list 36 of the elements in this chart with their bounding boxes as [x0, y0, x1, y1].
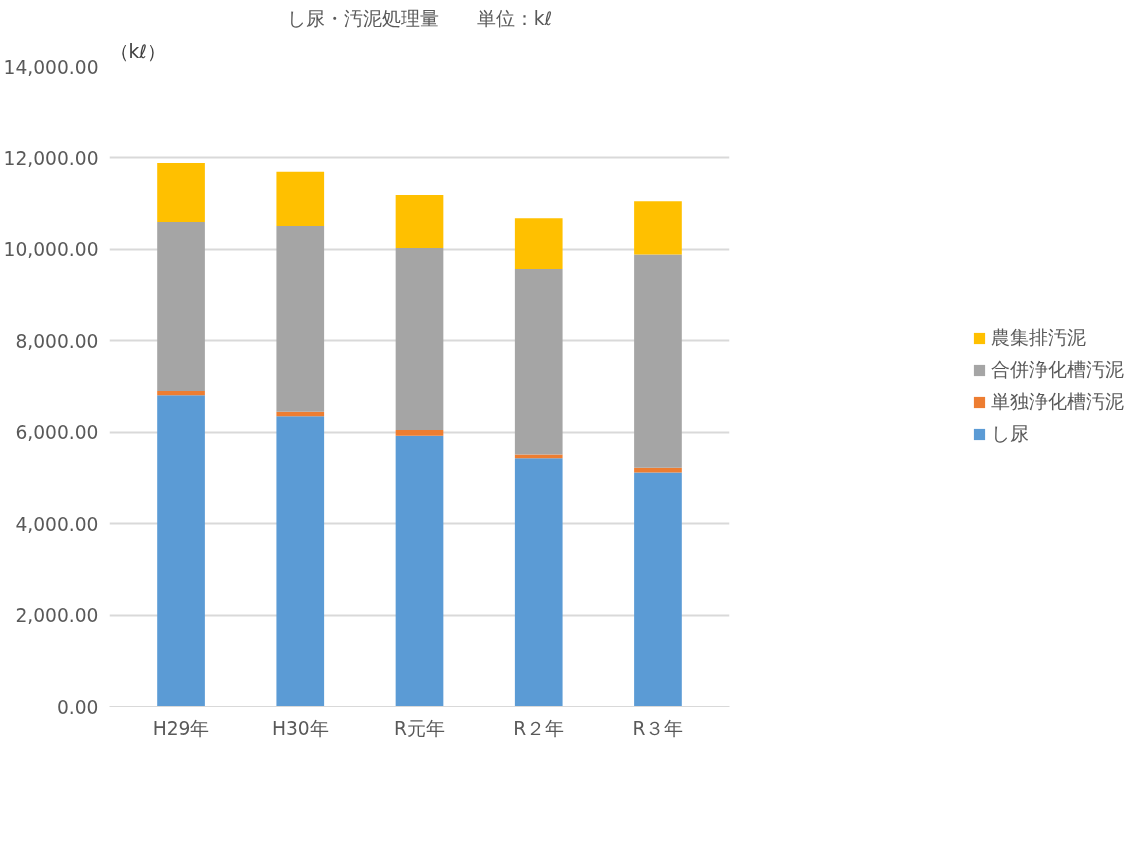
legend-label: し尿	[991, 422, 1029, 446]
y-tick-label: 0.00	[56, 696, 99, 718]
bar	[514, 218, 563, 270]
x-tick-label: H29年	[152, 717, 210, 739]
y-axis-title: （kℓ）	[109, 40, 167, 62]
y-tick-label: 8,000.00	[15, 330, 99, 352]
bar	[514, 458, 563, 707]
bar	[514, 269, 563, 455]
y-tick-label: 4,000.00	[15, 513, 99, 535]
x-tick-label: R２年	[513, 717, 565, 739]
bar	[395, 194, 444, 248]
y-tick-label: 14,000.00	[3, 56, 99, 78]
bar	[157, 162, 205, 222]
y-tick-label: 6,000.00	[15, 422, 99, 444]
bar	[634, 201, 682, 255]
x-tick-label: H30年	[271, 717, 329, 739]
bar	[157, 391, 205, 396]
y-tick-label: 12,000.00	[3, 147, 99, 169]
y-tick-label: 10,000.00	[3, 239, 99, 261]
bar	[634, 254, 682, 468]
legend-label: 農集排汚泥	[991, 326, 1086, 350]
bar	[276, 171, 325, 227]
x-tick-label: R３年	[632, 717, 684, 739]
bar	[634, 472, 682, 707]
bar	[395, 429, 444, 436]
bar	[276, 226, 325, 412]
legend-label: 単独浄化槽汚泥	[991, 390, 1124, 414]
y-tick-label: 2,000.00	[15, 605, 99, 627]
bar	[395, 247, 444, 430]
bar	[157, 221, 205, 392]
legend-label: 合併浄化槽汚泥	[991, 358, 1124, 382]
bar	[395, 435, 444, 707]
chart-title: し尿・汚泥処理量 単位：kℓ	[286, 7, 553, 29]
bar	[276, 416, 325, 707]
bar	[157, 395, 205, 707]
x-tick-label: R元年	[394, 717, 445, 739]
